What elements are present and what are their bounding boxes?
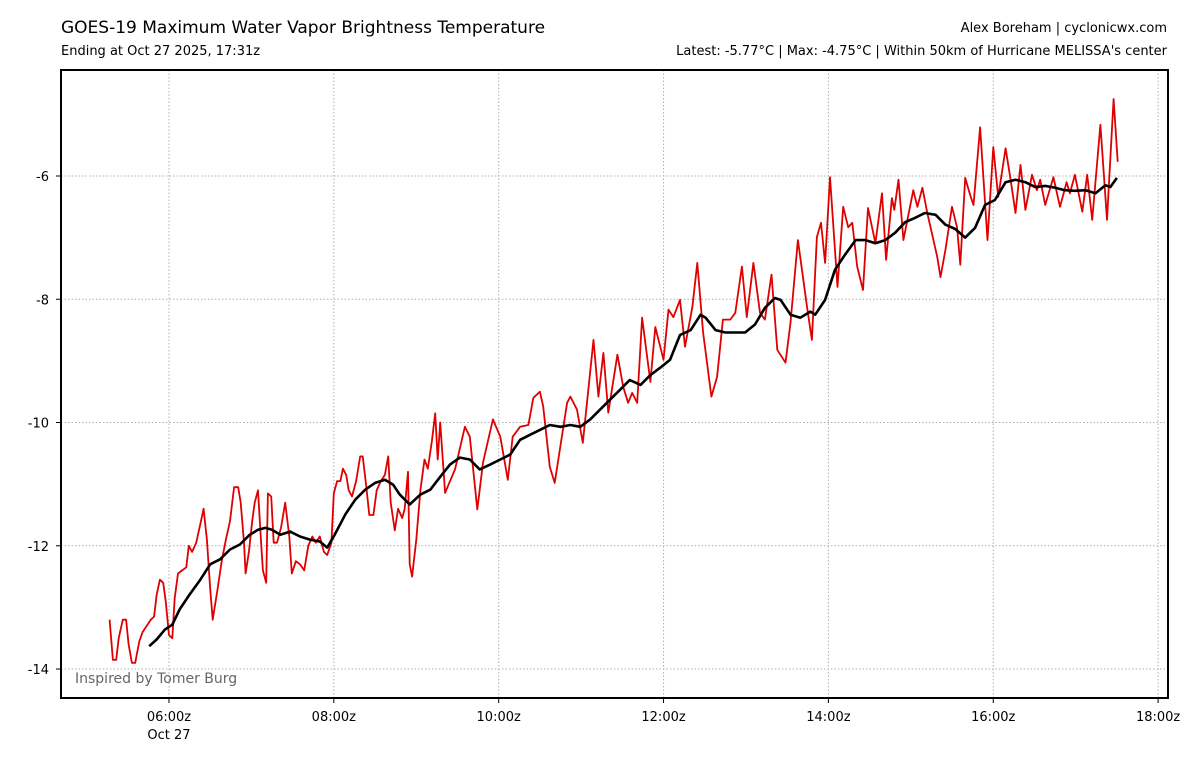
x-tick-label: 12:00z: [641, 710, 685, 725]
y-tick-label: -14: [28, 663, 49, 678]
x-tick-label: 06:00z: [147, 710, 191, 725]
x-tick-label: 14:00z: [806, 710, 850, 725]
axis-ticks: 06:00z Oct 27 08:00z 10:00z 12:00z 14:00z 16:0…: [28, 170, 1181, 743]
raw-temperature-line: [108, 98, 1119, 664]
plot-frame: [60, 69, 1169, 699]
chart-title: GOES-19 Maximum Water Vapor Brightness T…: [61, 18, 546, 38]
stats-summary: Latest: -5.77°C | Max: -4.75°C | Within …: [676, 44, 1167, 59]
series-group: [108, 98, 1119, 664]
x-tick-sublabel: Oct 27: [147, 728, 190, 743]
x-tick-label: 16:00z: [971, 710, 1015, 725]
x-tick-label: 18:00z: [1136, 710, 1180, 725]
smoothed-temperature-line: [148, 177, 1118, 648]
y-tick-label: -6: [36, 170, 49, 185]
chart-subtitle: Ending at Oct 27 2025, 17:31z: [61, 44, 261, 59]
y-tick-label: -12: [28, 540, 49, 555]
author-credit: Alex Boreham | cyclonicwx.com: [960, 21, 1167, 36]
y-tick-label: -10: [28, 417, 49, 432]
x-tick-label: 08:00z: [312, 710, 356, 725]
x-tick-label: 10:00z: [477, 710, 521, 725]
y-tick-label: -8: [36, 293, 49, 308]
watermark: Inspired by Tomer Burg: [75, 671, 237, 687]
grid-lines: [61, 70, 1168, 698]
